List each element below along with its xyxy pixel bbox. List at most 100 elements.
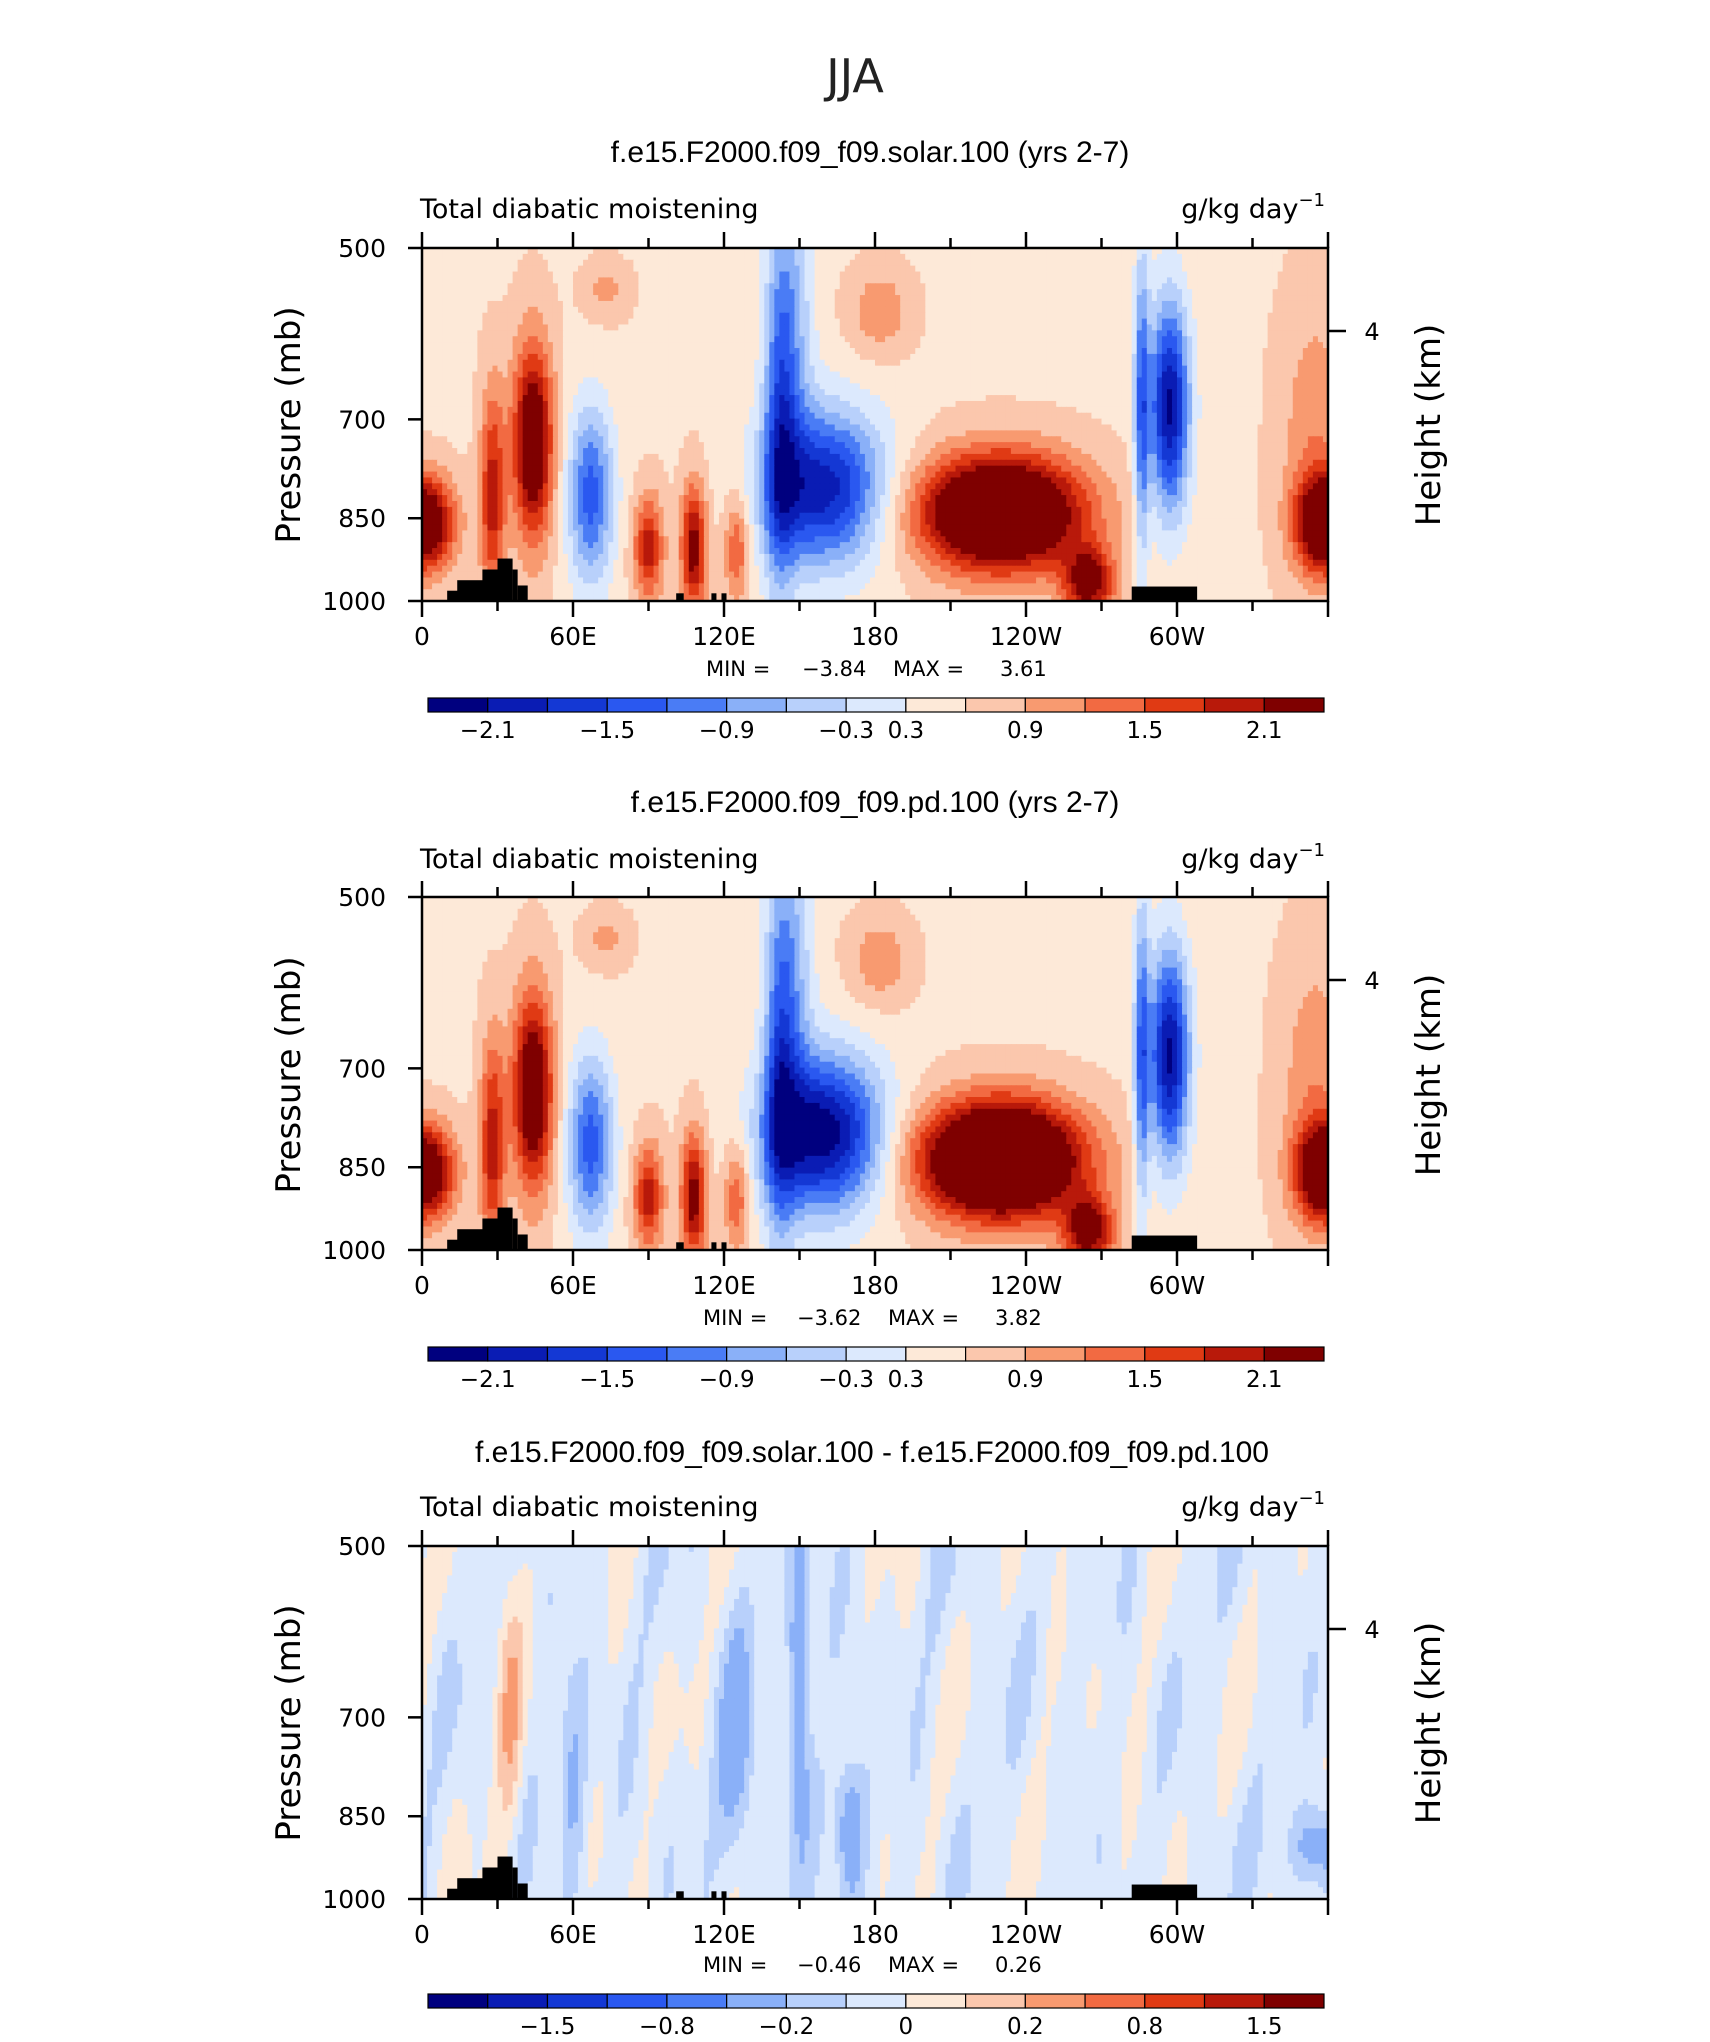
field-cell (593, 300, 599, 308)
field-cell (668, 265, 675, 273)
field-cell (1237, 330, 1244, 337)
field-cell (1192, 389, 1198, 396)
field-cell (1071, 324, 1077, 331)
field-cell (437, 265, 443, 273)
field-cell (663, 395, 670, 402)
field-cell (945, 271, 952, 279)
field-cell (1297, 300, 1304, 308)
field-cell (739, 406, 745, 414)
field-cell (1156, 271, 1163, 279)
field-cell (1116, 353, 1123, 361)
field-cell (935, 312, 942, 320)
field-cell (895, 312, 901, 320)
field-cell (1192, 330, 1198, 337)
field-cell (1272, 400, 1279, 408)
field-cell (472, 330, 478, 337)
field-cell (970, 248, 977, 255)
field-cell (467, 371, 473, 379)
field-cell (1020, 300, 1027, 308)
field-cell (1015, 371, 1022, 379)
field-cell (1222, 253, 1228, 261)
field-cell (1322, 336, 1329, 343)
field-cell (1192, 277, 1198, 284)
field-cell (864, 353, 871, 361)
field-cell (1227, 400, 1233, 408)
field-cell (1166, 283, 1173, 290)
field-cell (708, 248, 715, 255)
field-cell (859, 318, 866, 326)
field-cell (573, 312, 579, 320)
field-cell (910, 359, 916, 367)
field-cell (945, 277, 952, 284)
field-cell (895, 295, 901, 302)
field-cell (819, 353, 826, 361)
field-cell (1036, 300, 1042, 308)
field-cell (487, 259, 494, 267)
field-cell (814, 289, 821, 296)
field-cell (678, 283, 685, 290)
field-cell (1156, 371, 1163, 379)
field-cell (633, 318, 640, 326)
field-cell (859, 253, 866, 261)
field-cell (1031, 300, 1037, 308)
field-cell (1151, 395, 1158, 402)
field-cell (507, 265, 514, 273)
field-cell (945, 342, 952, 349)
field-cell (618, 283, 624, 290)
field-cell (1297, 383, 1304, 390)
field-cell (764, 330, 770, 337)
field-cell (447, 265, 453, 273)
field-cell (1262, 248, 1269, 255)
field-cell (980, 306, 987, 314)
field-cell (1297, 400, 1304, 408)
field-cell (517, 300, 524, 308)
field-cell (950, 306, 957, 314)
field-cell (1156, 259, 1163, 267)
field-cell (794, 377, 801, 384)
field-cell (950, 253, 957, 261)
field-cell (427, 377, 433, 384)
field-cell (829, 283, 836, 290)
field-cell (497, 283, 504, 290)
field-cell (1247, 277, 1254, 284)
field-cell (532, 295, 539, 302)
field-cell (552, 289, 559, 296)
field-cell (477, 265, 483, 273)
field-cell (1292, 277, 1299, 284)
field-cell (623, 330, 629, 337)
field-cell (1282, 318, 1289, 326)
field-cell (950, 265, 957, 273)
field-cell (824, 265, 831, 273)
field-cell (869, 342, 876, 349)
field-cell (492, 383, 499, 390)
field-cell (869, 359, 876, 367)
field-cell (1287, 400, 1294, 408)
field-cell (1111, 395, 1118, 402)
field-cell (824, 300, 831, 308)
field-cell (1126, 277, 1133, 284)
field-cell (965, 289, 972, 296)
field-cell (693, 400, 700, 408)
field-cell (1036, 248, 1042, 255)
field-cell (970, 253, 977, 261)
field-cell (1086, 295, 1093, 302)
field-cell (940, 330, 947, 337)
field-cell (779, 318, 785, 326)
field-cell (1116, 324, 1123, 331)
field-cell (1187, 306, 1193, 314)
field-cell (1322, 330, 1329, 337)
field-cell (950, 295, 957, 302)
field-cell (895, 389, 901, 396)
field-cell (462, 348, 468, 355)
field-cell (799, 324, 806, 331)
field-cell (693, 253, 700, 261)
field-cell (784, 406, 791, 414)
field-cell (829, 348, 836, 355)
field-cell (1116, 306, 1123, 314)
field-cell (547, 306, 554, 314)
field-cell (1136, 277, 1143, 284)
field-cell (633, 253, 640, 261)
field-cell (769, 406, 775, 414)
field-cell (784, 400, 791, 408)
field-cell (1182, 371, 1188, 379)
